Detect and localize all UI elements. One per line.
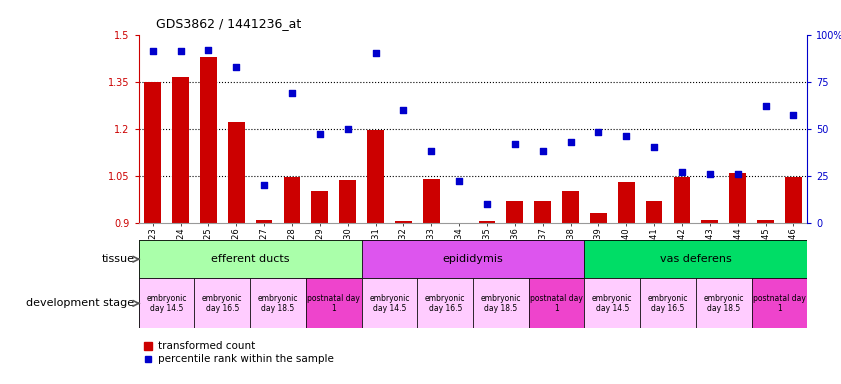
Bar — [618, 182, 635, 223]
Point — [369, 50, 383, 56]
Text: embryonic
day 14.5: embryonic day 14.5 — [592, 294, 632, 313]
Bar — [395, 221, 412, 223]
Bar — [362, 278, 417, 328]
Text: postnatal day
1: postnatal day 1 — [307, 294, 360, 313]
Point — [146, 48, 160, 55]
Point — [313, 131, 326, 137]
Point — [648, 144, 661, 151]
Bar — [674, 177, 690, 223]
Bar — [529, 278, 584, 328]
Bar — [701, 220, 718, 223]
Bar — [785, 177, 801, 223]
Bar — [752, 278, 807, 328]
Point — [731, 171, 744, 177]
Legend: transformed count, percentile rank within the sample: transformed count, percentile rank withi… — [144, 341, 333, 364]
Bar — [590, 213, 607, 223]
Bar — [362, 240, 584, 278]
Text: GDS3862 / 1441236_at: GDS3862 / 1441236_at — [156, 17, 301, 30]
Point — [620, 133, 633, 139]
Bar — [473, 278, 529, 328]
Bar — [757, 220, 774, 223]
Point — [285, 90, 299, 96]
Point — [230, 63, 243, 70]
Bar — [562, 191, 579, 223]
Point — [508, 141, 521, 147]
Point — [703, 171, 717, 177]
Text: embryonic
day 16.5: embryonic day 16.5 — [425, 294, 465, 313]
Text: postnatal day
1: postnatal day 1 — [530, 294, 583, 313]
Bar — [506, 201, 523, 223]
Point — [536, 148, 549, 154]
Point — [452, 178, 466, 184]
Point — [563, 139, 577, 145]
Text: embryonic
day 18.5: embryonic day 18.5 — [481, 294, 521, 313]
Point — [592, 129, 606, 136]
Bar — [139, 278, 194, 328]
Text: embryonic
day 16.5: embryonic day 16.5 — [648, 294, 688, 313]
Bar — [311, 191, 328, 223]
Bar — [584, 278, 640, 328]
Text: epididymis: epididymis — [442, 254, 504, 264]
Bar — [172, 77, 189, 223]
Bar — [640, 278, 696, 328]
Point — [675, 169, 689, 175]
Bar — [139, 240, 362, 278]
Text: vas deferens: vas deferens — [660, 254, 732, 264]
Bar — [646, 201, 663, 223]
Bar — [479, 221, 495, 223]
Text: embryonic
day 18.5: embryonic day 18.5 — [704, 294, 744, 313]
Point — [341, 126, 354, 132]
Point — [202, 46, 215, 53]
Text: efferent ducts: efferent ducts — [211, 254, 289, 264]
Point — [397, 107, 410, 113]
Text: embryonic
day 16.5: embryonic day 16.5 — [202, 294, 242, 313]
Text: postnatal day
1: postnatal day 1 — [753, 294, 806, 313]
Bar — [423, 179, 440, 223]
Bar — [417, 278, 473, 328]
Bar — [584, 240, 807, 278]
Bar — [283, 177, 300, 223]
Point — [174, 48, 188, 55]
Text: embryonic
day 14.5: embryonic day 14.5 — [369, 294, 410, 313]
Bar — [194, 278, 251, 328]
Bar — [228, 122, 245, 223]
Point — [786, 113, 800, 119]
Bar — [145, 81, 161, 223]
Bar — [696, 278, 752, 328]
Bar — [251, 278, 306, 328]
Bar — [368, 130, 383, 223]
Text: embryonic
day 14.5: embryonic day 14.5 — [146, 294, 187, 313]
Text: development stage: development stage — [26, 298, 135, 308]
Bar — [256, 220, 272, 223]
Bar — [306, 278, 362, 328]
Bar — [534, 201, 551, 223]
Point — [480, 201, 494, 207]
Text: tissue: tissue — [102, 254, 135, 264]
Point — [425, 148, 438, 154]
Point — [759, 103, 772, 109]
Bar — [340, 180, 356, 223]
Bar — [729, 172, 746, 223]
Point — [257, 182, 271, 188]
Bar — [200, 56, 217, 223]
Text: embryonic
day 18.5: embryonic day 18.5 — [258, 294, 299, 313]
